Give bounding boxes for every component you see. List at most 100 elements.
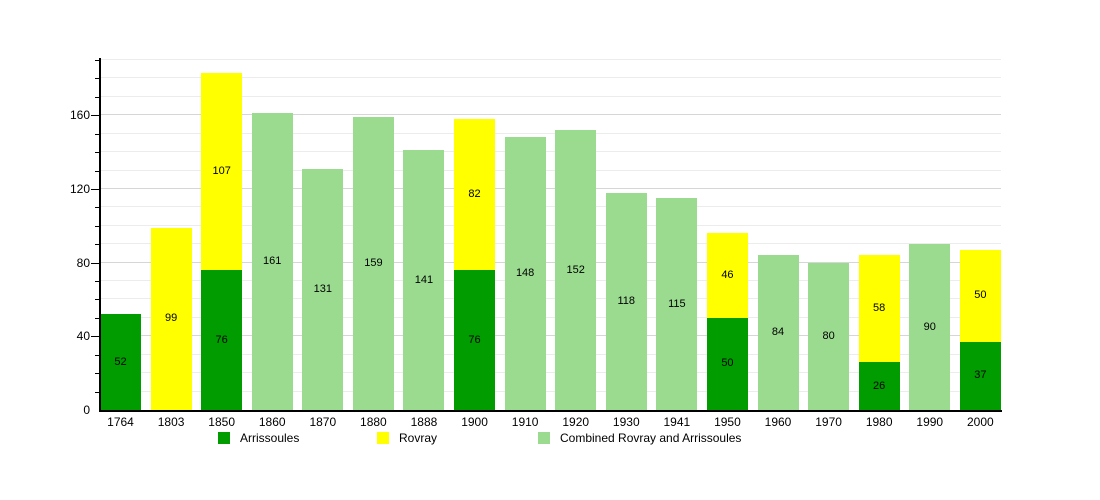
y-tick-80 [91, 263, 101, 264]
gridline-100 [100, 225, 1001, 226]
y-tick-60 [95, 299, 101, 300]
gridline-130 [100, 170, 1001, 171]
bar-value-label: 76 [468, 333, 481, 346]
x-tick-label-1950: 1950 [714, 415, 741, 429]
bar-1930: 118 [605, 192, 647, 410]
bar-1910: 148 [504, 137, 546, 410]
legend-item-rovray: Rovray [377, 431, 437, 445]
legend-label-arrissoules: Arrissoules [240, 431, 300, 445]
y-tick-label-40: 40 [76, 329, 90, 343]
bar-1920: 152 [555, 130, 597, 410]
bar-segment-arrissoules-1900: 76 [454, 270, 496, 410]
gridline-50 [100, 317, 1001, 318]
bar-value-label: 84 [771, 326, 785, 339]
bar-segment-combined-rovray-and-arrissoules-1870: 131 [302, 168, 344, 410]
x-tick-label-1888: 1888 [410, 415, 438, 429]
bar-1860: 161 [251, 113, 293, 410]
y-tick-160 [91, 115, 101, 116]
gridline-150 [100, 133, 1001, 134]
bar-1950: 50 46 [706, 233, 748, 410]
y-tick-20 [95, 373, 101, 374]
bar-value-label: 118 [617, 294, 636, 307]
y-tick-110 [95, 207, 101, 208]
y-tick-140 [95, 152, 101, 153]
gridline-110 [100, 206, 1001, 207]
bar-1990: 90 [909, 244, 951, 410]
x-tick-label-1941: 1941 [663, 415, 691, 429]
x-axis-line [99, 410, 1002, 412]
bar-1980: 26 58 [858, 255, 900, 410]
y-axis-line [99, 58, 101, 412]
bar-1850: 76 107 [201, 72, 243, 410]
x-tick-label-1930: 1930 [612, 415, 640, 429]
bar-segment-combined-rovray-and-arrissoules-1930: 118 [605, 192, 647, 410]
gridline-140 [100, 151, 1001, 152]
bar-1941: 115 [656, 198, 698, 410]
bar-1870: 131 [302, 168, 344, 410]
gridline-20 [100, 372, 1001, 373]
x-tick-label-1960: 1960 [764, 415, 792, 429]
gridline-90 [100, 243, 1001, 244]
legend-swatch-combined [538, 432, 550, 444]
bar-value-label: 115 [668, 297, 686, 310]
x-tick-label-1880: 1880 [360, 415, 387, 429]
bar-value-label: 161 [263, 255, 282, 268]
gridline-40 [100, 335, 1001, 336]
y-tick-70 [95, 281, 101, 282]
grid-layer [100, 59, 1001, 410]
x-tick-label-1900: 1900 [461, 415, 488, 429]
bar-1803: 99 [150, 227, 192, 410]
bar-value-label: 50 [721, 357, 734, 370]
bar-segment-rovray-2000: 50 [959, 249, 1001, 342]
bar-segment-rovray-1803: 99 [150, 227, 192, 410]
x-tick-label-1860: 1860 [258, 415, 286, 429]
bar-value-label: 37 [974, 369, 987, 382]
legend-swatch-rovray [377, 432, 389, 444]
bar-value-label: 148 [515, 267, 535, 280]
bar-value-label: 82 [468, 187, 481, 200]
bar-segment-arrissoules-2000: 37 [959, 341, 1001, 410]
y-tick-10 [95, 392, 101, 393]
bar-value-label: 131 [313, 282, 332, 295]
bar-segment-arrissoules-1850: 76 [201, 270, 243, 410]
gridline-10 [100, 391, 1001, 392]
bar-segment-combined-rovray-and-arrissoules-1880: 159 [352, 117, 394, 410]
x-tick-label-1850: 1850 [208, 415, 235, 429]
bar-value-label: 152 [566, 263, 585, 276]
bar-segment-combined-rovray-and-arrissoules-1990: 90 [909, 244, 951, 410]
bar-segment-combined-rovray-and-arrissoules-1941: 115 [656, 198, 698, 410]
y-tick-120 [91, 189, 101, 190]
bar-segment-arrissoules-1764: 52 [100, 314, 141, 410]
bar-segment-combined-rovray-and-arrissoules-1888: 141 [403, 150, 445, 410]
y-tick-90 [95, 244, 101, 245]
bar-segment-combined-rovray-and-arrissoules-1910: 148 [504, 137, 546, 410]
bar-1764: 52 [100, 314, 141, 410]
gridline-30 [100, 354, 1001, 355]
y-tick-100 [95, 226, 101, 227]
y-tick-label-80: 80 [76, 256, 90, 270]
bar-1880: 159 [352, 117, 394, 410]
gridline-180 [100, 77, 1001, 78]
bar-value-label: 99 [164, 312, 178, 325]
y-tick-30 [95, 355, 101, 356]
bar-1888: 141 [403, 150, 445, 410]
bar-value-label: 76 [215, 333, 228, 346]
x-tick-label-1970: 1970 [815, 415, 842, 429]
x-tick-label-1990: 1990 [916, 415, 944, 429]
bar-segment-combined-rovray-and-arrissoules-1970: 80 [808, 262, 850, 410]
legend-label-rovray: Rovray [399, 431, 438, 445]
bar-segment-rovray-1900: 82 [454, 118, 496, 270]
y-tick-130 [95, 171, 101, 172]
gridline-80 [100, 262, 1001, 263]
bar-segment-rovray-1850: 107 [201, 72, 243, 270]
bar-2000: 37 50 [959, 249, 1001, 410]
bar-segment-combined-rovray-and-arrissoules-1860: 161 [251, 113, 293, 410]
bar-value-label: 159 [364, 257, 383, 270]
y-tick-label-0: 0 [83, 403, 90, 417]
x-tick-label-1803: 1803 [157, 415, 185, 429]
legend-item-arrissoules: Arrissoules [218, 431, 299, 445]
gridline-60 [100, 298, 1001, 299]
bar-segment-rovray-1980: 58 [858, 255, 900, 363]
y-tick-50 [95, 318, 101, 319]
